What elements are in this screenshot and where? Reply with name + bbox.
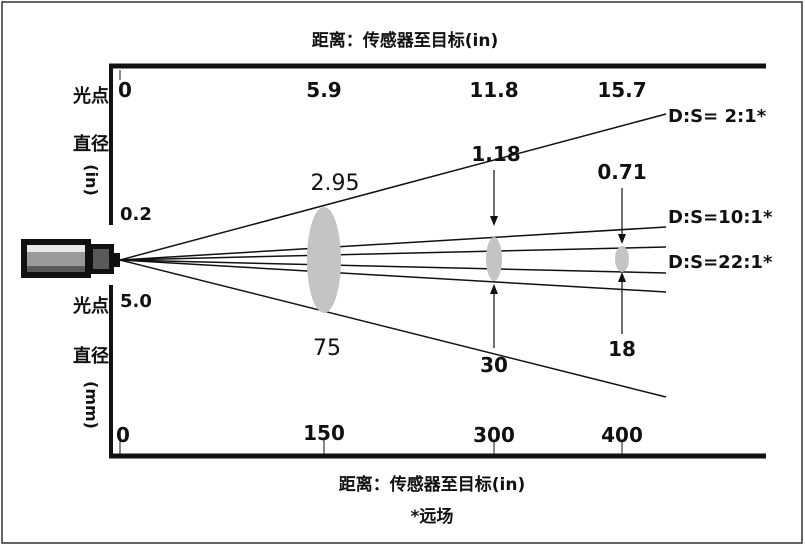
bottom-tick-label: 150 bbox=[303, 421, 345, 445]
beam-line-10to1-upper bbox=[119, 226, 667, 261]
spot-ellipse-10to1 bbox=[486, 237, 502, 281]
upper-axis-title-unit: (in) bbox=[82, 164, 101, 196]
top-tick-label: 15.7 bbox=[597, 78, 646, 102]
beam-line-22to1-upper bbox=[119, 246, 667, 261]
bottom-tick-label: 300 bbox=[473, 423, 515, 447]
arrow-head-up-icon bbox=[618, 272, 626, 282]
lower-origin-value: 5.0 bbox=[120, 291, 152, 312]
spot-label-inch-1: 2.95 bbox=[311, 171, 360, 196]
spot-label-inch-3: 0.71 bbox=[597, 160, 646, 184]
beam-lines bbox=[119, 113, 667, 398]
pointer-arrows bbox=[493, 170, 623, 348]
spot-ellipse-22to1 bbox=[615, 246, 629, 272]
bottom-tick-label: 400 bbox=[601, 423, 643, 447]
sensor-lens bbox=[93, 249, 109, 269]
arrow-heads bbox=[490, 216, 626, 294]
upper-axis-title-line1: 光点 bbox=[72, 85, 109, 107]
sensor-device-icon bbox=[21, 239, 120, 278]
spot-label-inch-2: 1.18 bbox=[471, 142, 520, 166]
top-tick-label: 0 bbox=[118, 78, 132, 102]
upper-axis-title-line2: 直径 bbox=[73, 133, 109, 155]
spot-ellipse-2to1 bbox=[307, 207, 341, 313]
ds-ratio-label-2: D:S= 2:1* bbox=[668, 106, 767, 127]
sensor-tip bbox=[113, 253, 120, 267]
beam-line-2to1-upper bbox=[119, 113, 667, 261]
bottom-tick-label: 0 bbox=[116, 423, 130, 447]
arrow-head-down-icon bbox=[490, 216, 498, 226]
footnote: *远场 bbox=[411, 507, 454, 527]
top-axis-title: 距离：传感器至目标(in) bbox=[312, 30, 498, 51]
beam-line-2to1-lower bbox=[119, 259, 667, 398]
spot-label-mm-1: 75 bbox=[313, 336, 341, 361]
arrow-head-down-icon bbox=[618, 234, 626, 244]
sensor-shadow bbox=[27, 266, 85, 272]
beam-line-10to1-lower bbox=[119, 259, 667, 293]
top-tick-label: 11.8 bbox=[469, 78, 518, 102]
lower-axis-title-line1: 光点 bbox=[72, 295, 109, 317]
lower-axis-title-line2: 直径 bbox=[73, 345, 109, 367]
ds-ratio-label-22: D:S=22:1* bbox=[668, 252, 773, 273]
beam-line-22to1-lower bbox=[119, 259, 667, 274]
sensor-highlight bbox=[27, 245, 85, 252]
arrow-head-up-icon bbox=[490, 284, 498, 294]
bottom-axis-title: 距离：传感器至目标(in) bbox=[339, 474, 525, 495]
top-tick-label: 5.9 bbox=[306, 78, 341, 102]
sensor-midtone bbox=[27, 252, 85, 266]
lower-axis-title-unit: (mm) bbox=[82, 381, 101, 429]
spot-label-mm-3: 18 bbox=[608, 337, 636, 361]
upper-origin-value: 0.2 bbox=[120, 204, 152, 225]
spot-label-mm-2: 30 bbox=[480, 353, 508, 377]
ds-ratio-label-10: D:S=10:1* bbox=[668, 207, 773, 228]
